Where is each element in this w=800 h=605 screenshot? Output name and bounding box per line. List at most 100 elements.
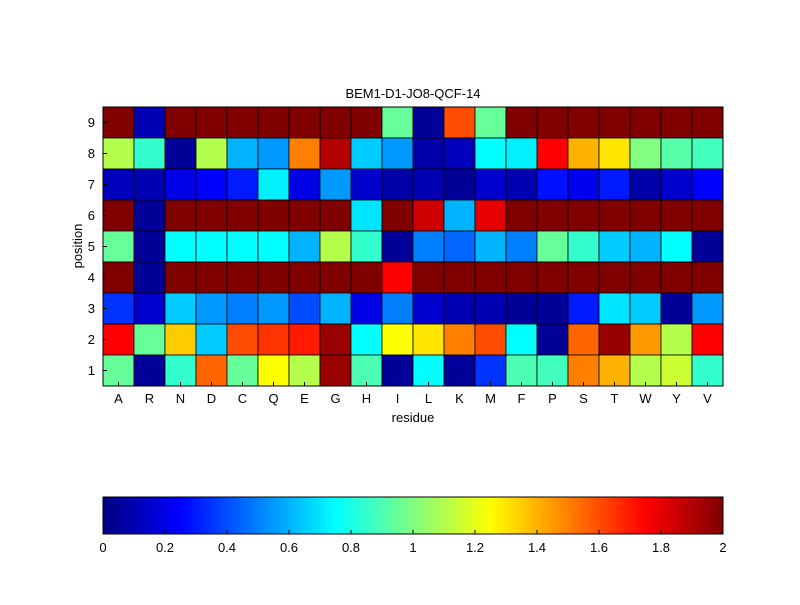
heatmap-cell	[288, 354, 321, 387]
heatmap-cell	[474, 168, 507, 201]
heatmap-cell	[443, 292, 476, 325]
heatmap-cell	[195, 230, 228, 263]
heatmap-cell	[691, 230, 724, 263]
y-tick-label: 3	[88, 301, 95, 316]
heatmap-cell	[164, 137, 197, 170]
heatmap-cell	[257, 261, 290, 294]
heatmap-cell	[164, 323, 197, 356]
heatmap-cell	[629, 230, 662, 263]
heatmap-cell	[412, 292, 445, 325]
heatmap-cell	[691, 137, 724, 170]
heatmap-cell	[133, 199, 166, 232]
heatmap-cell	[350, 199, 383, 232]
heatmap-cell	[102, 137, 135, 170]
heatmap-cell	[660, 323, 693, 356]
y-tick-labels: 9 8 7 6 5 4 3 2 1	[88, 115, 107, 378]
heatmap-cell	[598, 137, 631, 170]
heatmap-cell	[381, 137, 414, 170]
heatmap-cell	[288, 261, 321, 294]
heatmap-cell	[319, 106, 352, 139]
heatmap-cell	[660, 199, 693, 232]
heatmap-cell	[102, 323, 135, 356]
heatmap-cell	[288, 199, 321, 232]
heatmap-cell	[505, 137, 538, 170]
heatmap-cell	[629, 199, 662, 232]
heatmap-cell	[195, 323, 228, 356]
heatmap-cell	[691, 106, 724, 139]
heatmap-cell	[319, 137, 352, 170]
heatmap-cell	[257, 168, 290, 201]
x-tick-label: M	[485, 391, 496, 406]
heatmap-cell	[660, 354, 693, 387]
heatmap-cell	[629, 261, 662, 294]
heatmap-cell	[164, 199, 197, 232]
heatmap-cell	[505, 106, 538, 139]
heatmap-cell	[133, 230, 166, 263]
heatmap-cell	[443, 230, 476, 263]
heatmap-cell	[629, 106, 662, 139]
heatmap-cell	[660, 137, 693, 170]
colorbar-tick-label: 2	[719, 540, 726, 555]
heatmap-cell	[629, 292, 662, 325]
heatmap-cell	[381, 168, 414, 201]
heatmap-cell	[257, 137, 290, 170]
heatmap-cell	[567, 137, 600, 170]
heatmap-cell	[505, 261, 538, 294]
heatmap-cell	[226, 261, 259, 294]
heatmap-cell	[412, 137, 445, 170]
y-tick-label: 7	[88, 177, 95, 192]
heatmap-cell	[102, 199, 135, 232]
heatmap-cell	[164, 261, 197, 294]
colorbar-tick-label: 0.6	[280, 540, 298, 555]
heatmap-cell	[195, 261, 228, 294]
heatmap-cell	[505, 168, 538, 201]
x-tick-label: P	[548, 391, 557, 406]
heatmap-cell	[226, 323, 259, 356]
heatmap-cell	[536, 199, 569, 232]
heatmap-cell	[474, 106, 507, 139]
heatmap-cell	[598, 106, 631, 139]
heatmap-cell	[505, 323, 538, 356]
heatmap-cell	[133, 168, 166, 201]
heatmap-cell	[660, 168, 693, 201]
colorbar-tick-label: 1.6	[590, 540, 608, 555]
chart-title: BEM1-D1-JO8-QCF-14	[345, 86, 480, 101]
heatmap-cell	[412, 199, 445, 232]
x-tick-label: K	[455, 391, 464, 406]
heatmap-cell	[381, 230, 414, 263]
colorbar-tick-label: 1.4	[528, 540, 546, 555]
x-tick-label: C	[238, 391, 247, 406]
heatmap-cell	[319, 354, 352, 387]
heatmap-cell	[443, 199, 476, 232]
x-axis-label: residue	[392, 410, 435, 425]
heatmap-cell	[567, 106, 600, 139]
colorbar	[102, 496, 724, 535]
heatmap-cell	[412, 261, 445, 294]
y-tick-label: 9	[88, 115, 95, 130]
heatmap-cell	[319, 323, 352, 356]
heatmap-cell	[474, 292, 507, 325]
heatmap-cell	[691, 199, 724, 232]
heatmap-cell	[474, 261, 507, 294]
heatmap-cell	[505, 199, 538, 232]
y-tick-label: 8	[88, 146, 95, 161]
heatmap-cell	[443, 106, 476, 139]
heatmap-cell	[536, 354, 569, 387]
heatmap-cell	[350, 106, 383, 139]
heatmap-cell	[691, 168, 724, 201]
heatmap-cell	[350, 292, 383, 325]
heatmap-cell	[133, 323, 166, 356]
heatmap-cell	[567, 261, 600, 294]
heatmap-cell	[412, 323, 445, 356]
heatmap-cell	[226, 199, 259, 232]
y-tick-label: 1	[88, 363, 95, 378]
heatmap-cell	[319, 292, 352, 325]
heatmap-cell	[195, 137, 228, 170]
heatmap-cell	[133, 261, 166, 294]
colorbar-tick-label: 1.2	[466, 540, 484, 555]
heatmap-cell	[412, 354, 445, 387]
heatmap-cell	[195, 168, 228, 201]
heatmap-cell	[288, 323, 321, 356]
heatmap-cell	[381, 323, 414, 356]
